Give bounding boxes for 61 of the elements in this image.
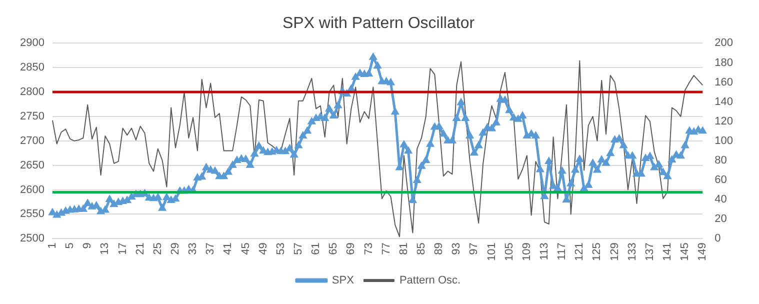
x-tick-label: 89	[433, 242, 446, 255]
chart-title: SPX with Pattern Oscillator	[282, 15, 476, 32]
x-tick-label: 5	[64, 242, 76, 249]
y2-tick-label: 0	[714, 232, 721, 245]
x-tick-label: 29	[170, 242, 182, 255]
x-tick-label: 41	[222, 242, 234, 255]
y2-tick-label: 20	[714, 213, 727, 226]
x-tick-label: 57	[292, 242, 305, 255]
x-tick-label: 113	[538, 242, 551, 260]
x-tick-label: 9	[82, 242, 94, 249]
x-tick-label: 25	[152, 242, 164, 255]
x-tick-label: 61	[310, 242, 322, 255]
y2-tick-label: 160	[714, 76, 734, 88]
x-tick-label: 13	[99, 242, 112, 255]
x-tick-label: 97	[468, 242, 480, 255]
legend-label: Pattern Osc.	[399, 274, 461, 287]
x-tick-label: 77	[380, 242, 392, 255]
x-tick-label: 21	[134, 242, 146, 255]
x-tick-label: 149	[696, 242, 709, 262]
y2-tick-label: 60	[714, 174, 727, 186]
x-tick-label: 37	[204, 242, 217, 255]
x-tick-label: 129	[608, 242, 621, 262]
x-tick-label: 17	[116, 242, 129, 255]
x-tick-label: 49	[257, 242, 270, 255]
y2-tick-label: 180	[714, 56, 734, 69]
x-tick-label: 81	[398, 242, 410, 255]
y2-tick-label: 200	[714, 37, 734, 50]
x-tick-label: 73	[362, 242, 375, 255]
y-tick-label: 2550	[20, 208, 44, 220]
x-tick-label: 121	[574, 242, 586, 262]
y-tick-label: 2650	[20, 159, 44, 172]
y-tick-label: 2850	[20, 62, 44, 74]
x-tick-label: 137	[644, 242, 656, 262]
x-tick-label: 133	[626, 242, 638, 262]
x-tick-label: 109	[520, 242, 533, 262]
x-tick-label: 141	[662, 242, 674, 262]
y2-tick-label: 140	[714, 96, 734, 108]
y-tick-label: 2900	[20, 37, 44, 50]
x-tick-label: 53	[274, 242, 287, 255]
y2-tick-label: 120	[714, 115, 734, 128]
y2-tick-label: 100	[714, 134, 734, 147]
y-tick-label: 2700	[20, 134, 44, 147]
y-tick-label: 2750	[20, 110, 44, 123]
x-tick-label: 69	[345, 242, 358, 255]
x-tick-label: 45	[240, 242, 252, 255]
x-tick-label: 145	[679, 242, 692, 262]
x-tick-label: 125	[591, 242, 604, 262]
y2-tick-label: 40	[714, 194, 727, 206]
y-tick-label: 2600	[20, 184, 44, 196]
x-tick-label: 117	[556, 242, 568, 260]
x-tick-label: 1	[46, 242, 58, 249]
y-tick-label: 2500	[20, 232, 44, 245]
x-tick-label: 85	[416, 242, 428, 255]
x-tick-label: 93	[450, 242, 463, 255]
x-tick-label: 105	[503, 242, 516, 262]
x-tick-label: 33	[187, 242, 200, 255]
y2-tick-label: 80	[714, 154, 727, 166]
x-tick-label: 101	[486, 242, 498, 262]
y-tick-label: 2800	[20, 86, 44, 98]
legend-label: SPX	[332, 274, 355, 287]
x-tick-label: 65	[328, 242, 340, 255]
